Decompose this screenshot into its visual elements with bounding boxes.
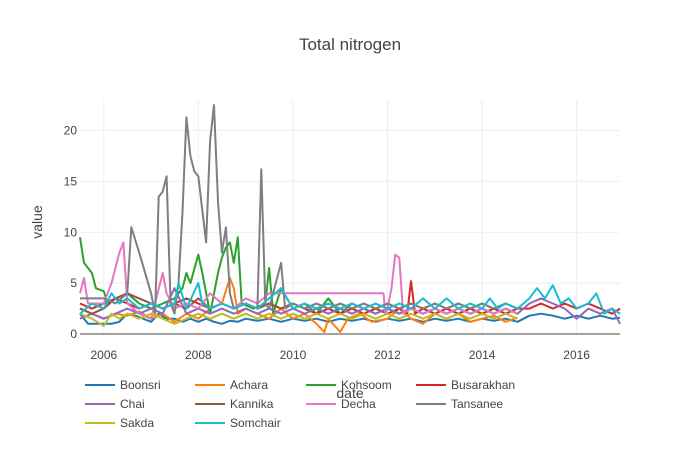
x-tick-label: 2008 (185, 348, 212, 362)
legend-item-tansanee[interactable]: Tansanee (416, 397, 503, 411)
y-tick-label: 5 (70, 276, 77, 290)
legend-item-boonsri[interactable]: Boonsri (85, 378, 161, 392)
legend-item-decha[interactable]: Decha (306, 397, 376, 411)
y-axis-label: value (29, 205, 45, 239)
legend-item-achara[interactable]: Achara (195, 378, 268, 392)
x-tick-label: 2006 (90, 348, 117, 362)
y-tick-label: 20 (64, 124, 78, 138)
x-tick-label: 2016 (563, 348, 590, 362)
legend-label: Kannika (230, 397, 274, 411)
x-axis-ticks: 2006 2008 2010 2012 2014 2016 (90, 348, 590, 362)
legend-item-sakda[interactable]: Sakda (85, 416, 154, 430)
legend-label: Decha (341, 397, 376, 411)
legend-item-kohsoom[interactable]: Kohsoom (306, 378, 392, 392)
x-tick-label: 2010 (280, 348, 307, 362)
y-tick-label: 10 (64, 225, 78, 239)
legend-label: Somchair (230, 416, 281, 430)
series-lines (80, 105, 620, 332)
y-axis-ticks: 0 5 10 15 20 (64, 124, 78, 341)
legend-label: Tansanee (451, 397, 503, 411)
chart-title: Total nitrogen (299, 35, 401, 54)
x-tick-label: 2012 (374, 348, 401, 362)
legend-label: Busarakhan (451, 378, 515, 392)
legend-label: Achara (230, 378, 268, 392)
series-line-tansanee[interactable] (80, 105, 518, 314)
legend-item-somchair[interactable]: Somchair (195, 416, 281, 430)
y-tick-label: 15 (64, 174, 78, 188)
legend[interactable]: Boonsri Achara Kohsoom Busarakhan Chai Kannik… (85, 378, 515, 430)
legend-label: Sakda (120, 416, 154, 430)
y-tick-label: 0 (70, 327, 77, 341)
legend-item-chai[interactable]: Chai (85, 397, 145, 411)
x-tick-label: 2014 (469, 348, 496, 362)
legend-label: Chai (120, 397, 145, 411)
legend-item-busarakhan[interactable]: Busarakhan (416, 378, 515, 392)
legend-label: Kohsoom (341, 378, 392, 392)
legend-label: Boonsri (120, 378, 161, 392)
legend-item-kannika[interactable]: Kannika (195, 397, 274, 411)
